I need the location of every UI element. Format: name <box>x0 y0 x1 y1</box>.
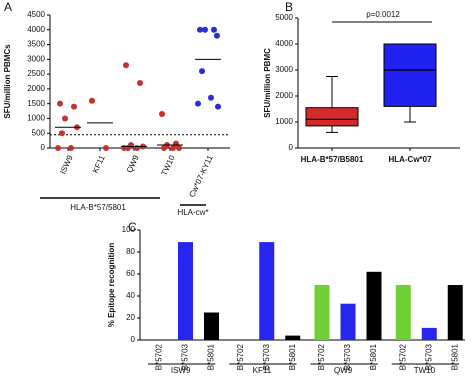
data-point <box>55 145 61 151</box>
y-tick-label: 1000 <box>275 117 293 126</box>
y-tick-label: 3500 <box>27 40 45 49</box>
bar <box>285 335 301 340</box>
data-point <box>197 26 203 33</box>
data-point <box>123 62 129 69</box>
data-point <box>176 145 182 151</box>
x-tick-label: B*5702 <box>155 343 164 370</box>
data-point <box>59 130 65 137</box>
x-tick-label: B*5801 <box>288 343 297 370</box>
data-point <box>89 97 95 104</box>
x-tick-label: HLA-B*57/B5801 <box>301 155 364 164</box>
x-tick-label: ISW9 <box>58 153 75 175</box>
group-label: QW9 <box>334 366 353 375</box>
y-tick-label: 40 <box>126 291 135 300</box>
x-tick-label: B*5703 <box>181 343 190 370</box>
data-point <box>215 103 221 110</box>
data-point <box>62 115 68 122</box>
y-tick-label: 4000 <box>275 39 293 48</box>
y-axis-label: % Epitope recognition <box>107 243 116 328</box>
y-axis-label: SFU/million PBMCs <box>3 44 12 119</box>
x-tick-label: B*5702 <box>317 343 326 370</box>
y-axis-label: SFU/million PBMC <box>263 48 272 118</box>
x-tick-label: B*5703 <box>262 343 271 370</box>
x-tick-label: B*5702 <box>398 343 407 370</box>
panel-letter: A <box>4 0 12 14</box>
x-tick-label: B*5801 <box>450 343 459 370</box>
x-tick-label: Cw*07-KY11 <box>187 153 214 198</box>
x-tick-label: HLA-Cw*07 <box>388 155 432 164</box>
x-tick-label: B*5703 <box>424 343 433 370</box>
x-tick-label: KF11 <box>91 153 107 174</box>
y-tick-label: 3000 <box>275 65 293 74</box>
data-point <box>208 94 214 101</box>
panel-letter: B <box>285 0 293 14</box>
panel-letter: C <box>128 220 137 234</box>
x-tick-label: B*5703 <box>343 343 352 370</box>
group-label: ISW9 <box>171 366 191 375</box>
y-tick-label: 4000 <box>27 25 45 34</box>
y-tick-label: 5000 <box>275 13 293 22</box>
data-point <box>137 79 143 86</box>
y-tick-label: 60 <box>126 269 135 278</box>
y-tick-label: 0 <box>131 335 136 344</box>
bar <box>366 271 382 340</box>
x-tick-label: B*5801 <box>207 343 216 370</box>
group-label: TW10 <box>414 366 436 375</box>
data-point <box>71 103 77 110</box>
group-label: HLA-cw* <box>177 208 208 217</box>
data-point <box>121 145 127 151</box>
data-point <box>211 26 217 33</box>
bar <box>421 327 437 340</box>
y-tick-label: 100 <box>122 225 136 234</box>
y-tick-label: 3000 <box>27 54 45 63</box>
bar <box>447 285 463 340</box>
data-point <box>134 145 140 151</box>
y-tick-label: 1500 <box>27 99 45 108</box>
y-tick-label: 2500 <box>27 69 45 78</box>
x-tick-label: B*5702 <box>236 343 245 370</box>
data-point <box>214 32 220 39</box>
bar <box>314 285 330 340</box>
x-tick-label: B*5801 <box>369 343 378 370</box>
x-tick-label: TW10 <box>160 153 177 177</box>
y-tick-label: 4500 <box>27 10 45 19</box>
x-tick-label: QW9 <box>125 153 141 174</box>
data-point <box>170 145 176 151</box>
y-tick-label: 2000 <box>275 91 293 100</box>
bar <box>204 312 219 340</box>
y-tick-label: 2000 <box>27 84 45 93</box>
bar <box>395 285 411 340</box>
annotation: p=0.0012 <box>366 10 400 19</box>
bar <box>259 242 275 340</box>
data-point <box>103 145 109 151</box>
bar <box>178 242 193 340</box>
group-label: KF11 <box>253 366 272 375</box>
data-point <box>195 100 201 107</box>
y-tick-label: 500 <box>32 128 46 137</box>
bar <box>340 303 356 340</box>
data-point <box>159 111 165 118</box>
group-label: HLA-B*57/5801 <box>70 203 126 212</box>
data-point <box>202 26 208 33</box>
y-tick-label: 1000 <box>27 114 45 123</box>
data-point <box>57 100 63 107</box>
y-tick-label: 80 <box>126 247 135 256</box>
y-tick-label: 0 <box>289 143 294 152</box>
box <box>383 43 437 107</box>
data-point <box>199 68 205 75</box>
box <box>305 107 359 127</box>
y-tick-label: 0 <box>41 143 46 152</box>
y-tick-label: 20 <box>126 313 135 322</box>
data-point <box>68 145 74 151</box>
data-point <box>161 145 167 151</box>
